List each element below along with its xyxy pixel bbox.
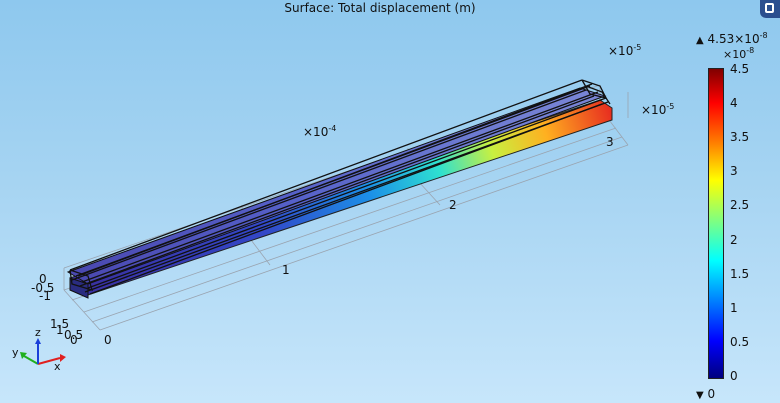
triad-x-arrow bbox=[37, 357, 61, 365]
y-tick-0-5: 0.5 bbox=[64, 328, 83, 342]
colorbar-max-label: ▲ 4.53×10-8 bbox=[696, 31, 768, 46]
triad-y-label: y bbox=[12, 346, 19, 359]
plot-title: Surface: Total displacement (m) bbox=[284, 1, 476, 15]
x-tick-1: 1 bbox=[282, 263, 290, 277]
triad-z-label: z bbox=[35, 326, 41, 339]
y-tick-1-5: 1.5 bbox=[50, 317, 69, 331]
z-axis-multiplier: ×10-5 bbox=[608, 43, 641, 58]
colorbar-tick: 3 bbox=[730, 164, 738, 179]
colorbar-tick: 0 bbox=[730, 369, 738, 383]
colorbar-tick: 4.5 bbox=[730, 62, 750, 77]
z-tick-neg0-5: -0.5 bbox=[31, 281, 54, 295]
z-tick-neg1: -1 bbox=[39, 289, 51, 303]
axis-triad: x y z bbox=[12, 326, 66, 373]
triangle-up-icon: ▲ bbox=[696, 35, 704, 46]
triad-x-label: x bbox=[54, 360, 61, 373]
undeformed-wireframe bbox=[69, 79, 611, 295]
colorbar bbox=[708, 68, 724, 379]
triad-y-arrowhead bbox=[20, 352, 27, 359]
colorbar-tick: 1 bbox=[730, 300, 738, 315]
colorbar-tick: 2.5 bbox=[730, 198, 750, 213]
x-axis-multiplier: ×10-4 bbox=[303, 124, 336, 139]
x-tick-2: 2 bbox=[449, 198, 457, 212]
colorbar-tick: 4 bbox=[730, 96, 738, 111]
triad-z-arrowhead bbox=[35, 338, 41, 344]
x-tick-3: 3 bbox=[606, 135, 614, 149]
colorbar-tick: 0.5 bbox=[730, 334, 750, 349]
z-tick-0: 0 bbox=[39, 272, 47, 286]
axis-labels: ×10-4 0 1 2 3 ×10-5 ×10-5 0 -0.5 -1 1.5 … bbox=[31, 43, 674, 347]
x-tick-0: 0 bbox=[104, 333, 112, 347]
colorbar-tick: 2 bbox=[730, 232, 738, 247]
app-logo-icon[interactable] bbox=[760, 0, 780, 18]
y-axis-multiplier: ×10-5 bbox=[641, 102, 674, 117]
y-tick-1: 1 bbox=[56, 323, 64, 337]
y-tick-0: 0 bbox=[70, 333, 78, 347]
triad-x-arrowhead bbox=[60, 354, 66, 362]
triad-y-arrow bbox=[23, 355, 39, 365]
colorbar-min-label: ▼ 0 bbox=[696, 387, 716, 401]
colorbar-scale-label: ×10-8 bbox=[723, 46, 755, 61]
triangle-down-icon: ▼ bbox=[696, 390, 704, 401]
colorbar-tick: 3.5 bbox=[730, 130, 750, 145]
colorbar-tick: 1.5 bbox=[730, 266, 750, 281]
